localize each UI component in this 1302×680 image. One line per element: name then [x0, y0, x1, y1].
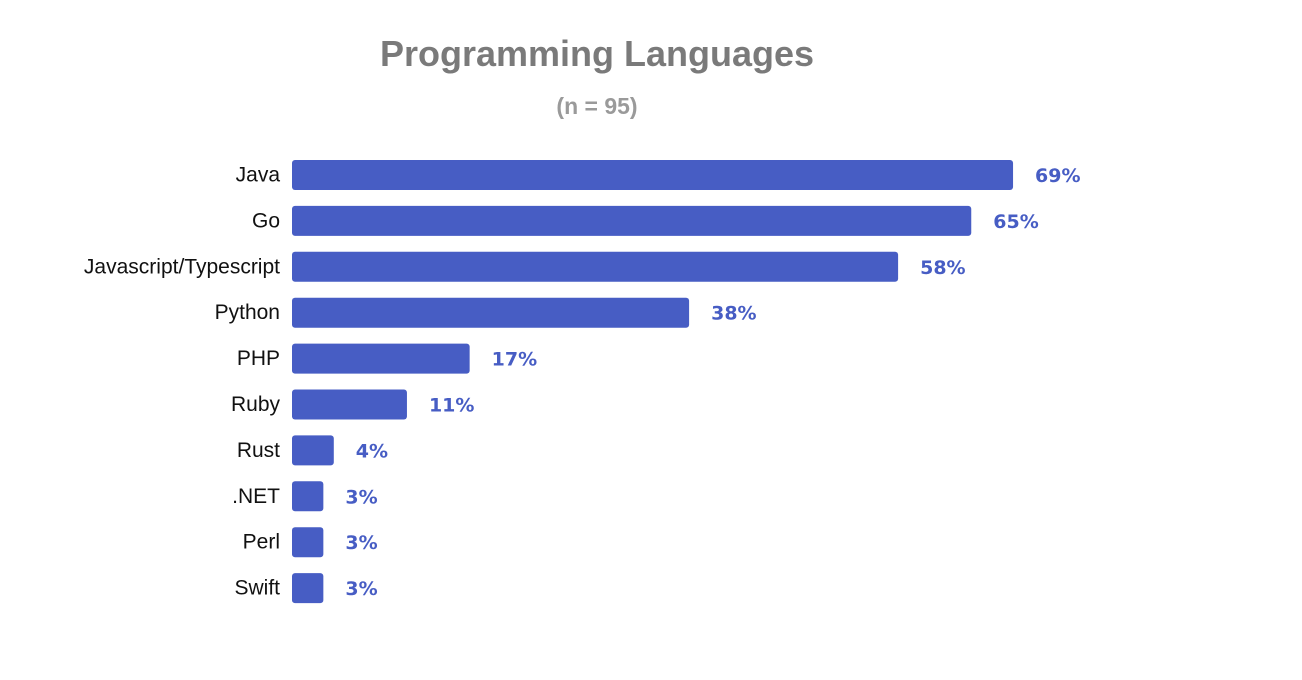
- bar-go: [292, 205, 972, 236]
- bar-javascript-typescript: [292, 251, 899, 282]
- category-label-rust: Rust: [237, 439, 280, 462]
- bar-ruby: [292, 389, 407, 420]
- bar-perl: [292, 527, 324, 558]
- value-label-php: 17%: [492, 349, 537, 371]
- bar-net: [292, 481, 324, 512]
- category-label-swift: Swift: [234, 577, 280, 600]
- value-label-javascript-typescript: 58%: [920, 257, 965, 279]
- category-label-python: Python: [215, 301, 280, 324]
- value-label-net: 3%: [345, 486, 377, 508]
- value-label-java: 69%: [1035, 165, 1080, 187]
- value-label-rust: 4%: [356, 440, 388, 462]
- bar-swift: [292, 573, 324, 604]
- bar-python: [292, 297, 690, 328]
- value-label-python: 38%: [711, 303, 756, 325]
- category-label-java: Java: [236, 164, 281, 187]
- category-label-perl: Perl: [243, 531, 280, 554]
- category-label-javascript-typescript: Javascript/Typescript: [84, 255, 280, 278]
- bars-group: [292, 160, 1014, 604]
- value-label-go: 65%: [993, 211, 1038, 233]
- category-label-ruby: Ruby: [231, 393, 281, 416]
- value-label-perl: 3%: [345, 532, 377, 554]
- category-label-php: PHP: [237, 347, 280, 370]
- value-label-ruby: 11%: [429, 395, 474, 417]
- chart-subtitle: (n = 95): [556, 93, 638, 119]
- value-label-swift: 3%: [345, 578, 377, 600]
- category-labels-group: Java Go Javascript/Typescript Python PHP Ruby…: [84, 164, 281, 600]
- value-labels-group: 69% 65% 58% 38% 17% 11% 4% 3% 3% 3%: [345, 165, 1080, 600]
- bar-rust: [292, 435, 334, 466]
- bar-java: [292, 160, 1014, 190]
- category-label-go: Go: [252, 209, 280, 232]
- category-label-net: .NET: [232, 485, 280, 508]
- bar-php: [292, 343, 470, 374]
- chart-title: Programming Languages: [379, 33, 815, 74]
